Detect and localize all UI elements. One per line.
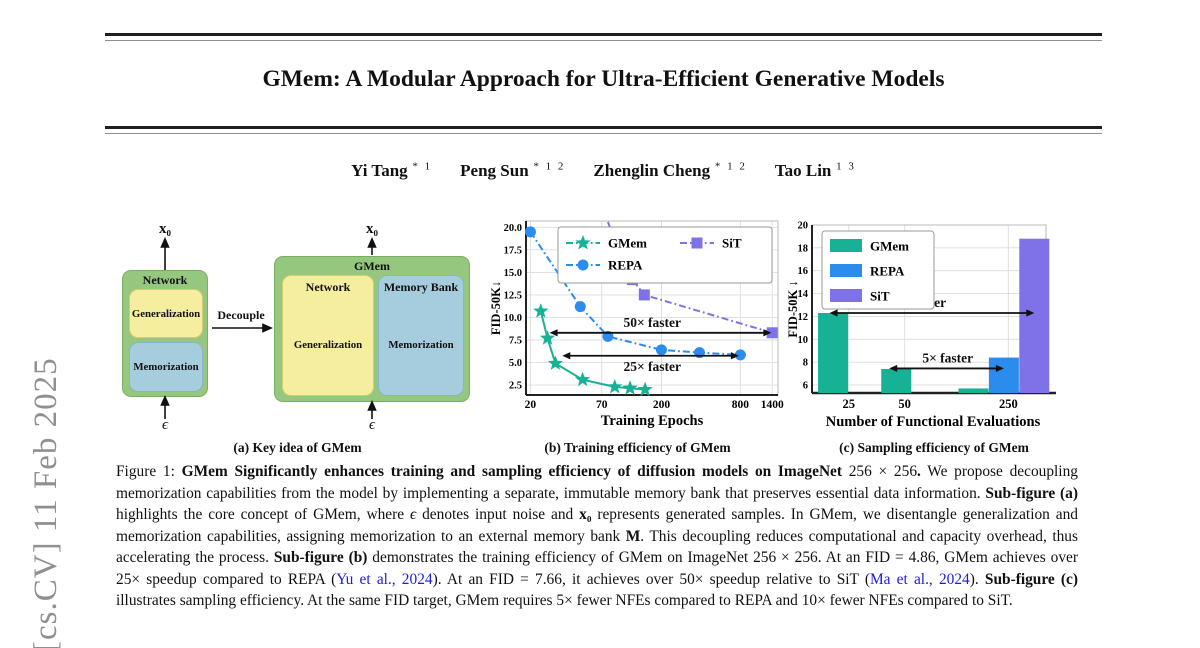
caption-b: (b) Training efficiency of GMem xyxy=(544,440,731,455)
svg-text:20.0: 20.0 xyxy=(504,223,522,234)
bar-GMem-50 xyxy=(881,369,912,393)
gmem-outer-box: GMem Network Generalization Memory Bank … xyxy=(274,256,470,402)
svg-text:5× faster: 5× faster xyxy=(922,350,973,365)
network-generalization-box: Network Generalization xyxy=(282,275,374,396)
memorization-box-left: Memorization xyxy=(129,342,203,392)
title-rule xyxy=(105,126,1102,134)
svg-text:17.5: 17.5 xyxy=(504,245,522,256)
legend: GMem REPA SiT xyxy=(821,230,935,310)
svg-text:25× faster: 25× faster xyxy=(623,359,681,374)
decouple-label: Decouple xyxy=(217,308,265,322)
svg-text:FID-50K ↓: FID-50K ↓ xyxy=(788,280,800,337)
epsilon-label-left: ϵ xyxy=(161,417,169,433)
svg-text:12.5: 12.5 xyxy=(504,290,522,301)
legend: GMem REPA SiT xyxy=(557,226,773,284)
bar-GMem-250 xyxy=(958,388,989,393)
citation-link[interactable]: Yu et al., 2024 xyxy=(336,570,433,588)
generalization-box-left: Generalization xyxy=(129,289,203,338)
x0-label-left: x₀ xyxy=(159,221,171,237)
sampling-efficiency-figure: 6 8 10 12 14 16 18 20 25 50 250 Number of Functiona… xyxy=(786,215,1080,465)
author: Peng Sun * 1 2 xyxy=(460,160,566,180)
svg-text:7.5: 7.5 xyxy=(509,336,522,347)
bar-SiT-250 xyxy=(1019,238,1050,393)
gmem-outer-label: GMem xyxy=(354,259,390,273)
epsilon-label-right: ϵ xyxy=(368,417,376,433)
plot-area: 6 8 10 12 14 16 18 20 25 50 250 Number of Functiona… xyxy=(786,221,1056,430)
svg-text:SiT: SiT xyxy=(722,236,742,251)
series-GMem xyxy=(533,303,653,397)
authors-row: Yi Tang * 1 Peng Sun * 1 2 Zhenglin Cheng … xyxy=(105,160,1102,181)
svg-text:16: 16 xyxy=(798,266,809,277)
series-REPA xyxy=(524,226,746,361)
svg-text:250: 250 xyxy=(999,397,1018,411)
network-outer-label: Network xyxy=(142,273,188,287)
svg-text:6: 6 xyxy=(803,381,808,392)
svg-text:10.0: 10.0 xyxy=(504,313,522,324)
svg-text:5.0: 5.0 xyxy=(509,358,522,369)
svg-text:15.0: 15.0 xyxy=(504,268,522,279)
svg-text:REPA: REPA xyxy=(608,258,643,273)
svg-text:14: 14 xyxy=(798,289,809,300)
svg-text:FID-50K↓: FID-50K↓ xyxy=(490,281,503,335)
plot-area: 2.5 5.0 7.5 10.0 12.5 15.0 17.5 20.0 20 70 200 800 1… xyxy=(489,220,784,429)
svg-text:20: 20 xyxy=(525,399,537,411)
top-rule xyxy=(105,33,1102,41)
svg-text:200: 200 xyxy=(653,399,671,411)
memory-bank-box: Memory Bank Memorization xyxy=(378,275,464,396)
author: Tao Lin 1 3 xyxy=(774,160,856,180)
svg-text:50× faster: 50× faster xyxy=(623,315,681,330)
svg-text:8: 8 xyxy=(803,358,808,369)
bar-REPA-250 xyxy=(988,357,1019,393)
svg-text:12: 12 xyxy=(798,312,809,323)
svg-text:10: 10 xyxy=(798,335,809,346)
svg-text:18: 18 xyxy=(798,243,809,254)
svg-text:1400: 1400 xyxy=(761,399,784,411)
bar-GMem-25 xyxy=(818,313,849,393)
caption-a: (a) Key idea of GMem xyxy=(233,440,362,455)
sampling-efficiency-chart: 6 8 10 12 14 16 18 20 25 50 250 Number of Functiona… xyxy=(786,221,1056,430)
svg-text:SiT: SiT xyxy=(870,289,890,304)
caption-c: (c) Sampling efficiency of GMem xyxy=(839,440,1029,455)
svg-text:REPA: REPA xyxy=(870,264,905,279)
arxiv-stamp: [cs.CV] 11 Feb 2025 xyxy=(28,357,64,648)
svg-text:Training Epochs: Training Epochs xyxy=(601,413,704,429)
key-idea-diagram: x₀ x₀ Network Generalization Memorizatio… xyxy=(105,213,490,463)
svg-text:GMem: GMem xyxy=(608,236,647,251)
svg-text:50: 50 xyxy=(898,397,911,411)
svg-text:2.5: 2.5 xyxy=(509,381,522,392)
svg-text:25: 25 xyxy=(842,397,855,411)
svg-text:800: 800 xyxy=(732,399,750,411)
author: Zhenglin Cheng * 1 2 xyxy=(593,160,747,180)
page-title: GMem: A Modular Approach for Ultra-Effic… xyxy=(262,66,945,92)
author: Yi Tang * 1 xyxy=(351,160,433,180)
network-outer-box: Network Generalization Memorization xyxy=(122,270,208,397)
training-efficiency-figure: 2.5 5.0 7.5 10.0 12.5 15.0 17.5 20.0 20 70 200 800 1… xyxy=(489,215,785,465)
x0-label-right: x₀ xyxy=(366,221,378,237)
citation-link[interactable]: Ma et al., 2024 xyxy=(869,570,970,588)
figure-caption: Figure 1: GMem Significantly enhances tr… xyxy=(116,463,1078,610)
training-efficiency-chart: 2.5 5.0 7.5 10.0 12.5 15.0 17.5 20.0 20 70 200 800 1… xyxy=(489,220,784,429)
svg-text:20: 20 xyxy=(798,221,809,232)
svg-text:70: 70 xyxy=(596,399,608,411)
svg-text:GMem: GMem xyxy=(870,239,909,254)
svg-text:Number of Functional Evaluatio: Number of Functional Evaluations xyxy=(826,414,1041,430)
